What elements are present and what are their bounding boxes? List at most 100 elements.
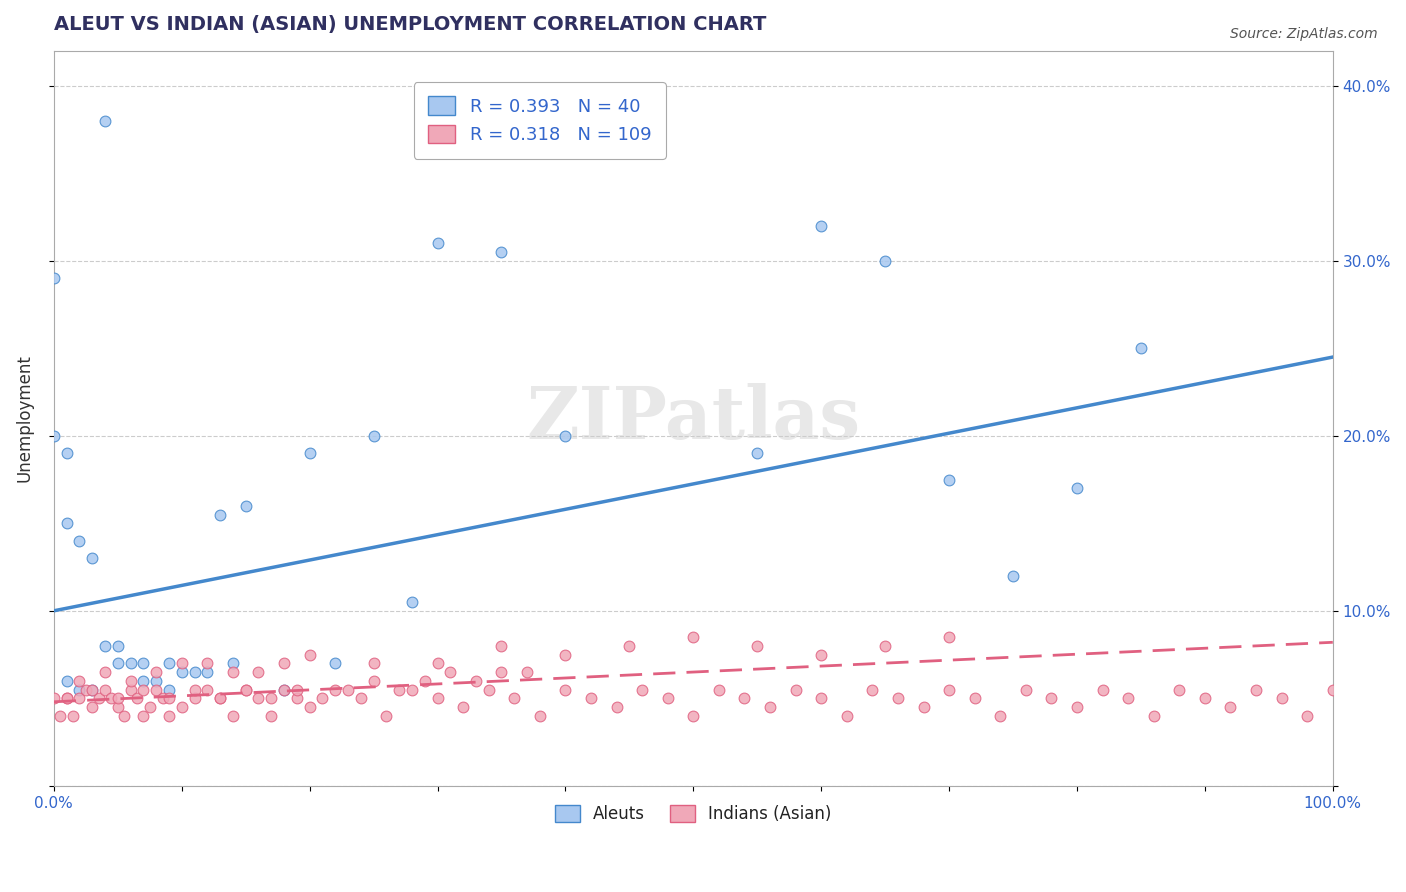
Point: [235, 682, 257, 697]
Point: [67, 682, 90, 697]
Point: [606, 700, 628, 714]
Point: [100, 691, 122, 706]
Point: [311, 691, 333, 706]
Point: [235, 499, 257, 513]
Point: [747, 446, 769, 460]
Point: [810, 219, 832, 233]
Point: [49, 708, 72, 723]
Point: [67, 673, 90, 688]
Point: [42, 691, 65, 706]
Point: [516, 665, 538, 679]
Point: [491, 665, 513, 679]
Point: [835, 708, 858, 723]
Point: [222, 708, 245, 723]
Point: [464, 673, 486, 688]
Point: [938, 630, 960, 644]
Point: [260, 708, 283, 723]
Point: [1002, 569, 1025, 583]
Point: [107, 691, 129, 706]
Point: [1066, 481, 1088, 495]
Point: [1040, 691, 1063, 706]
Point: [125, 691, 148, 706]
Point: [145, 682, 167, 697]
Point: [491, 245, 513, 260]
Point: [963, 691, 986, 706]
Point: [1219, 700, 1241, 714]
Legend: Aleuts, Indians (Asian): Aleuts, Indians (Asian): [541, 791, 845, 836]
Point: [170, 665, 193, 679]
Point: [183, 665, 205, 679]
Text: Source: ZipAtlas.com: Source: ZipAtlas.com: [1230, 27, 1378, 41]
Point: [42, 271, 65, 285]
Point: [75, 682, 97, 697]
Y-axis label: Unemployment: Unemployment: [15, 354, 32, 483]
Point: [619, 639, 641, 653]
Point: [1322, 682, 1344, 697]
Point: [323, 657, 346, 671]
Point: [62, 708, 84, 723]
Point: [810, 691, 832, 706]
Point: [875, 639, 897, 653]
Point: [112, 708, 135, 723]
Point: [1244, 682, 1267, 697]
Point: [87, 691, 110, 706]
Point: [733, 691, 755, 706]
Point: [139, 700, 162, 714]
Point: [451, 700, 474, 714]
Point: [426, 657, 449, 671]
Point: [759, 700, 782, 714]
Point: [707, 682, 730, 697]
Point: [682, 630, 704, 644]
Point: [554, 429, 576, 443]
Point: [55, 691, 77, 706]
Point: [55, 516, 77, 531]
Point: [1194, 691, 1216, 706]
Point: [337, 682, 360, 697]
Point: [183, 691, 205, 706]
Point: [94, 682, 117, 697]
Point: [55, 691, 77, 706]
Point: [157, 691, 180, 706]
Point: [120, 657, 142, 671]
Point: [260, 691, 283, 706]
Point: [388, 682, 411, 697]
Point: [132, 657, 155, 671]
Point: [120, 673, 142, 688]
Point: [887, 691, 910, 706]
Point: [323, 682, 346, 697]
Point: [785, 682, 807, 697]
Point: [170, 700, 193, 714]
Point: [82, 700, 104, 714]
Point: [1116, 691, 1139, 706]
Point: [273, 657, 295, 671]
Point: [273, 682, 295, 697]
Point: [298, 446, 321, 460]
Point: [363, 429, 385, 443]
Point: [107, 639, 129, 653]
Point: [298, 648, 321, 662]
Point: [938, 682, 960, 697]
Point: [579, 691, 602, 706]
Point: [1066, 700, 1088, 714]
Point: [912, 700, 935, 714]
Point: [120, 682, 142, 697]
Point: [209, 691, 232, 706]
Point: [529, 708, 551, 723]
Point: [363, 673, 385, 688]
Point: [67, 533, 90, 548]
Point: [132, 682, 155, 697]
Point: [285, 682, 308, 697]
Point: [350, 691, 373, 706]
Point: [747, 639, 769, 653]
Point: [247, 691, 270, 706]
Point: [94, 113, 117, 128]
Point: [503, 691, 526, 706]
Point: [426, 691, 449, 706]
Point: [94, 639, 117, 653]
Point: [222, 657, 245, 671]
Point: [375, 708, 398, 723]
Point: [82, 682, 104, 697]
Point: [67, 691, 90, 706]
Point: [195, 665, 218, 679]
Point: [94, 665, 117, 679]
